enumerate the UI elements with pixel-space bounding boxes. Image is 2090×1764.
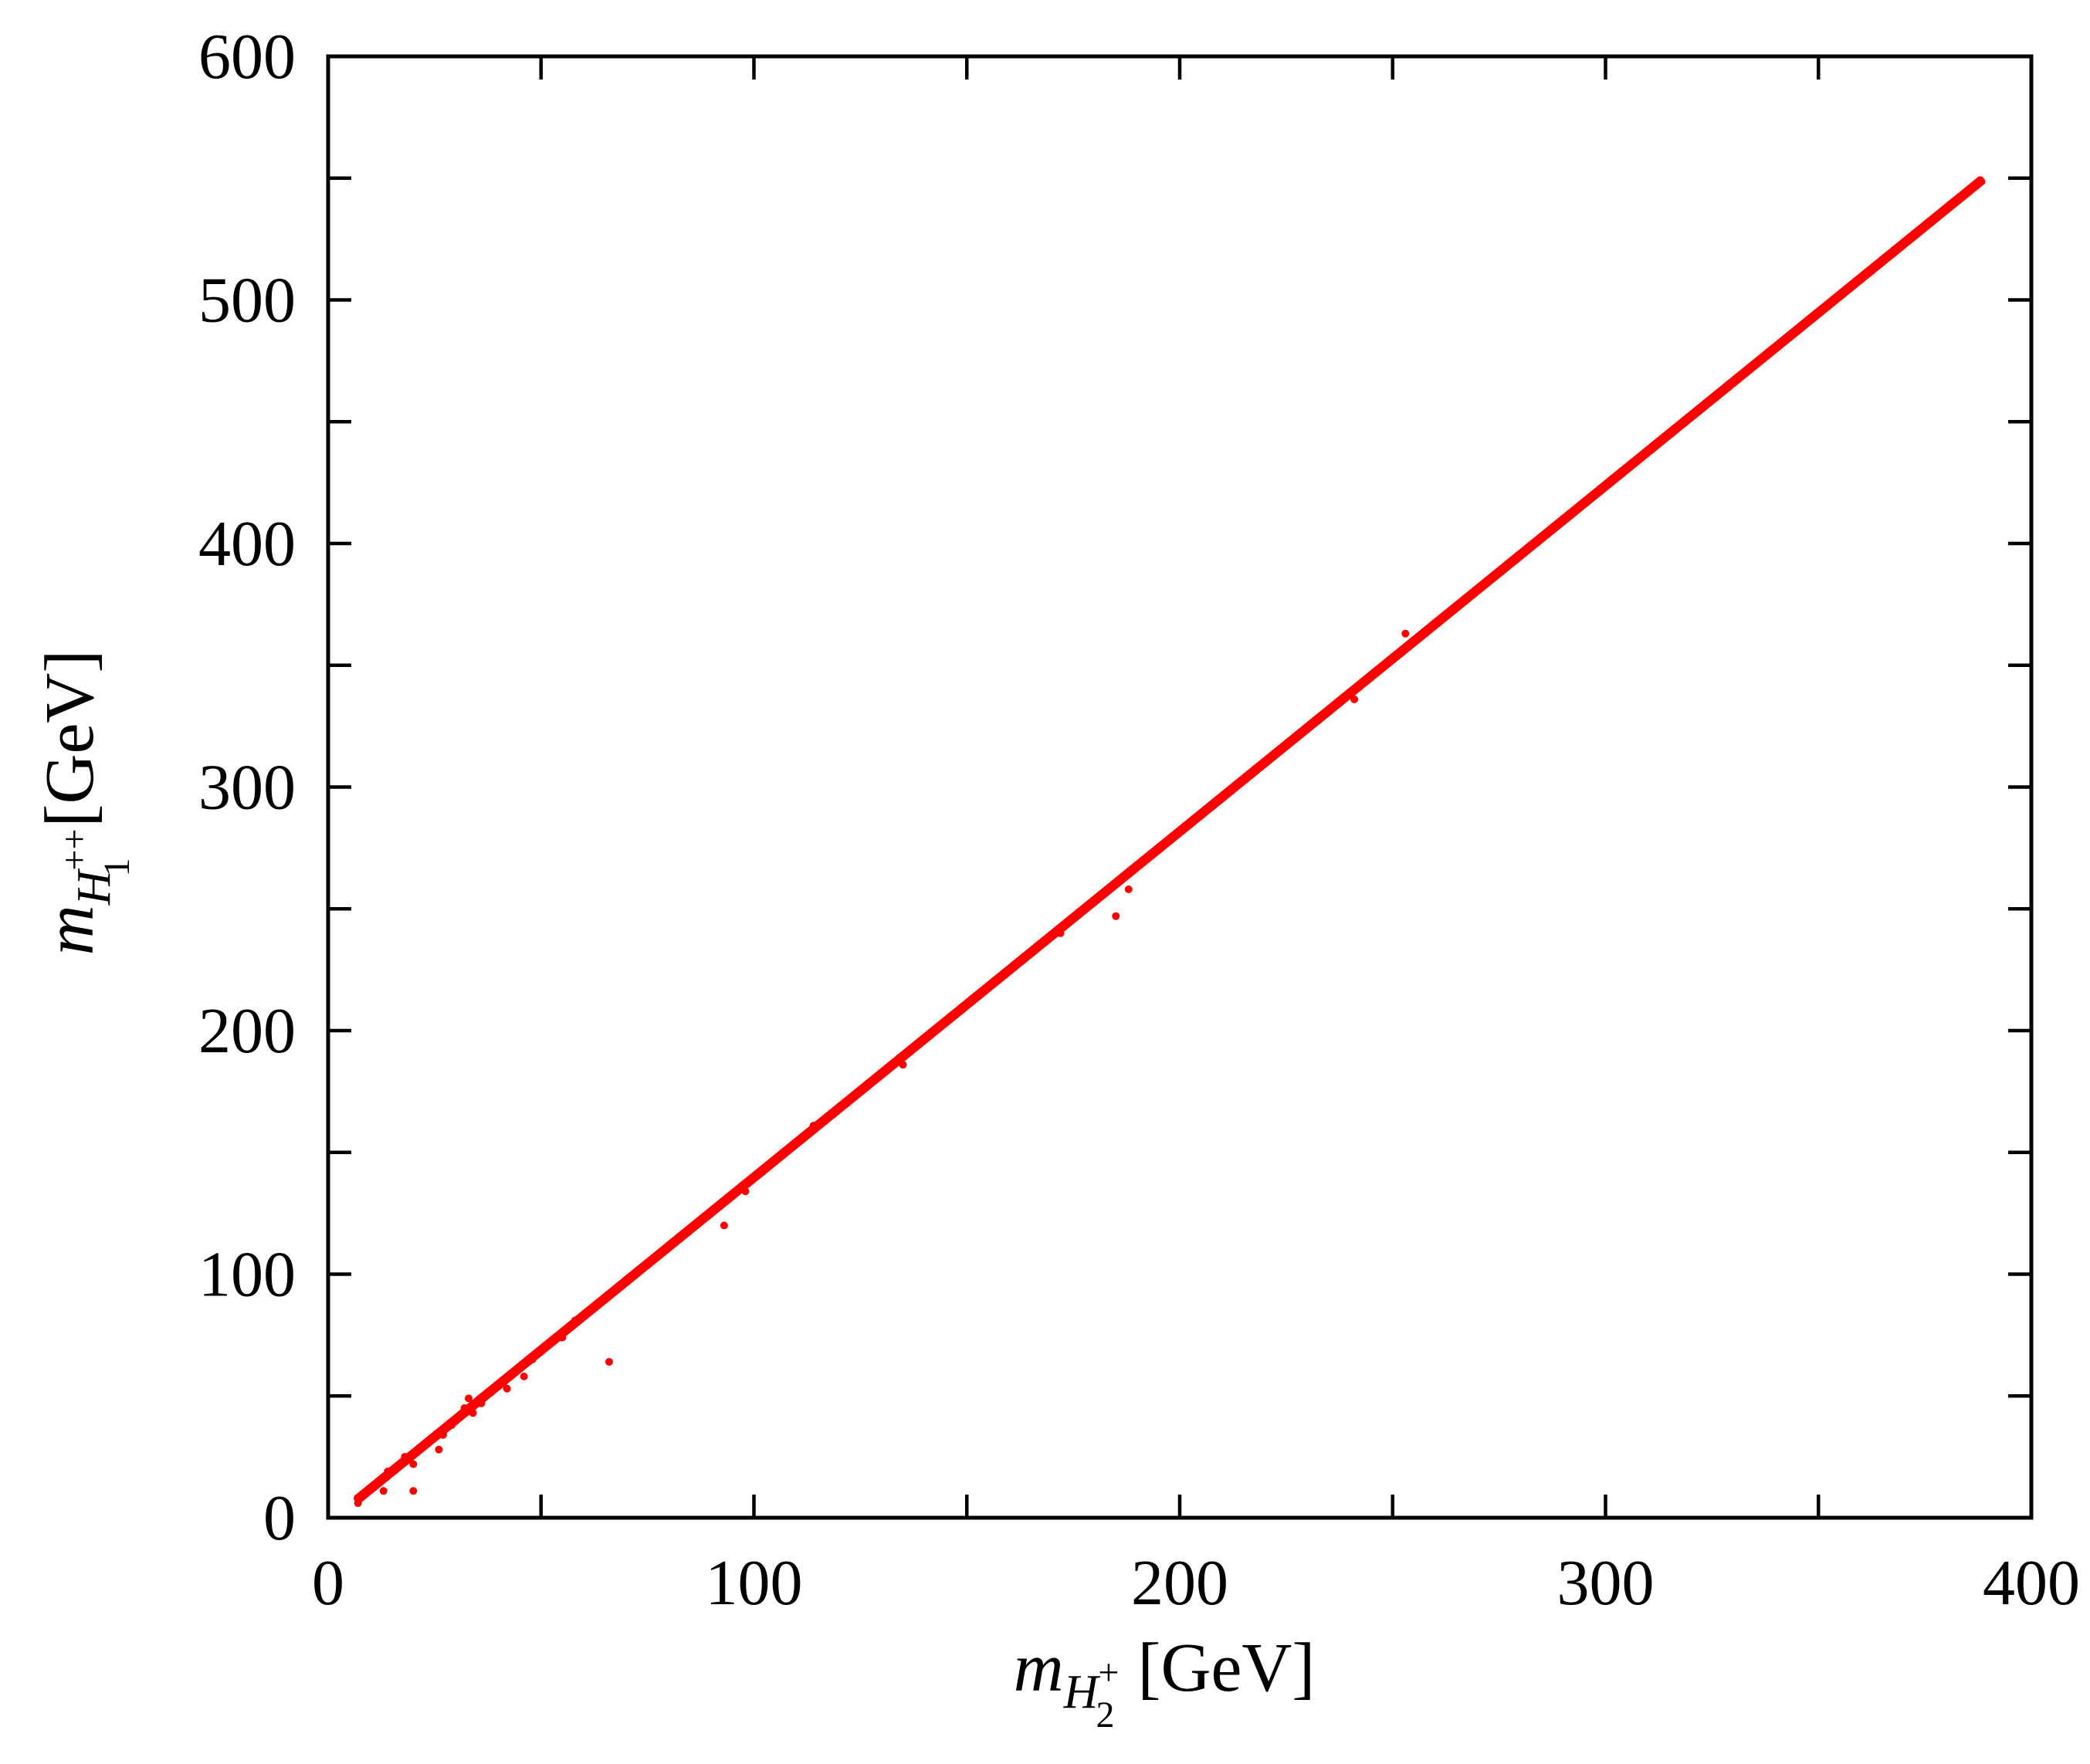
data-point (558, 1333, 567, 1342)
x-tick-label: 0 (312, 1547, 344, 1619)
x-axis-symbol: m (1014, 1630, 1064, 1706)
data-point (494, 1380, 503, 1388)
y-tick-label: 400 (198, 508, 296, 580)
tick-labels-layer: 0 100 200 300 400 0 100 200 300 400 500 600 (198, 21, 2080, 1619)
data-point (354, 1499, 362, 1508)
data-point (384, 1468, 392, 1476)
data-point (541, 1343, 550, 1352)
data-point (401, 1453, 409, 1461)
y-tick-label: 200 (198, 995, 296, 1067)
data-point (511, 1367, 520, 1376)
x-axis-sub: H (1063, 1666, 1101, 1718)
data-point (528, 1355, 537, 1363)
data-point (809, 1122, 818, 1130)
data-point (435, 1445, 443, 1454)
data-point (571, 1316, 579, 1325)
x-tick-label: 200 (1131, 1547, 1228, 1619)
x-tick-label: 400 (1983, 1547, 2080, 1619)
data-point (477, 1399, 486, 1407)
y-axis-sub-sub: 1 (97, 858, 137, 876)
data-point (741, 1187, 750, 1196)
data-point (503, 1384, 511, 1393)
x-axis-sub-sup: + (1098, 1652, 1119, 1693)
data-point (464, 1394, 473, 1403)
x-axis-sub-sub: 2 (1096, 1695, 1114, 1735)
x-tick-label: 300 (1557, 1547, 1655, 1619)
y-axis-symbol: m (32, 905, 108, 955)
data-point (1401, 629, 1410, 638)
y-axis-unit: [GeV] (32, 650, 108, 828)
data-point (1978, 178, 1986, 185)
y-tick-label: 600 (198, 21, 296, 93)
y-tick-label: 300 (198, 752, 296, 824)
data-point (520, 1373, 528, 1381)
data-point (1124, 885, 1133, 894)
data-point (605, 1358, 613, 1366)
data-point (418, 1443, 426, 1451)
data-point (1056, 929, 1065, 937)
data-point (439, 1430, 447, 1439)
y-axis-sub-sup: ++ (54, 828, 95, 870)
y-tick-label: 500 (198, 265, 296, 337)
data-point (379, 1487, 388, 1495)
data-point (486, 1386, 494, 1395)
data-point (1350, 695, 1359, 703)
y-tick-label: 100 (198, 1239, 296, 1311)
data-point (409, 1460, 418, 1468)
data-point (447, 1421, 456, 1430)
data-points-layer (354, 176, 1986, 1508)
data-point (426, 1436, 435, 1444)
y-axis-sub: H (68, 868, 120, 906)
data-point (469, 1409, 477, 1417)
data-point (1112, 912, 1120, 920)
x-axis-title: mH+ 2 [GeV] (1014, 1630, 1316, 1735)
ticks-layer (326, 54, 2034, 1520)
plot-frame (326, 54, 2034, 1520)
x-tick-label: 100 (706, 1547, 803, 1619)
data-point (409, 1487, 418, 1495)
data-point (899, 1061, 907, 1069)
x-axis-unit: [GeV] (1137, 1630, 1315, 1706)
data-point (392, 1464, 401, 1473)
y-axis-title: mH++1 [GeV] (32, 650, 137, 956)
data-point (720, 1221, 728, 1230)
data-point (456, 1411, 464, 1420)
data-point (460, 1404, 469, 1413)
data-point (758, 1167, 767, 1176)
y-tick-label: 0 (263, 1482, 296, 1554)
